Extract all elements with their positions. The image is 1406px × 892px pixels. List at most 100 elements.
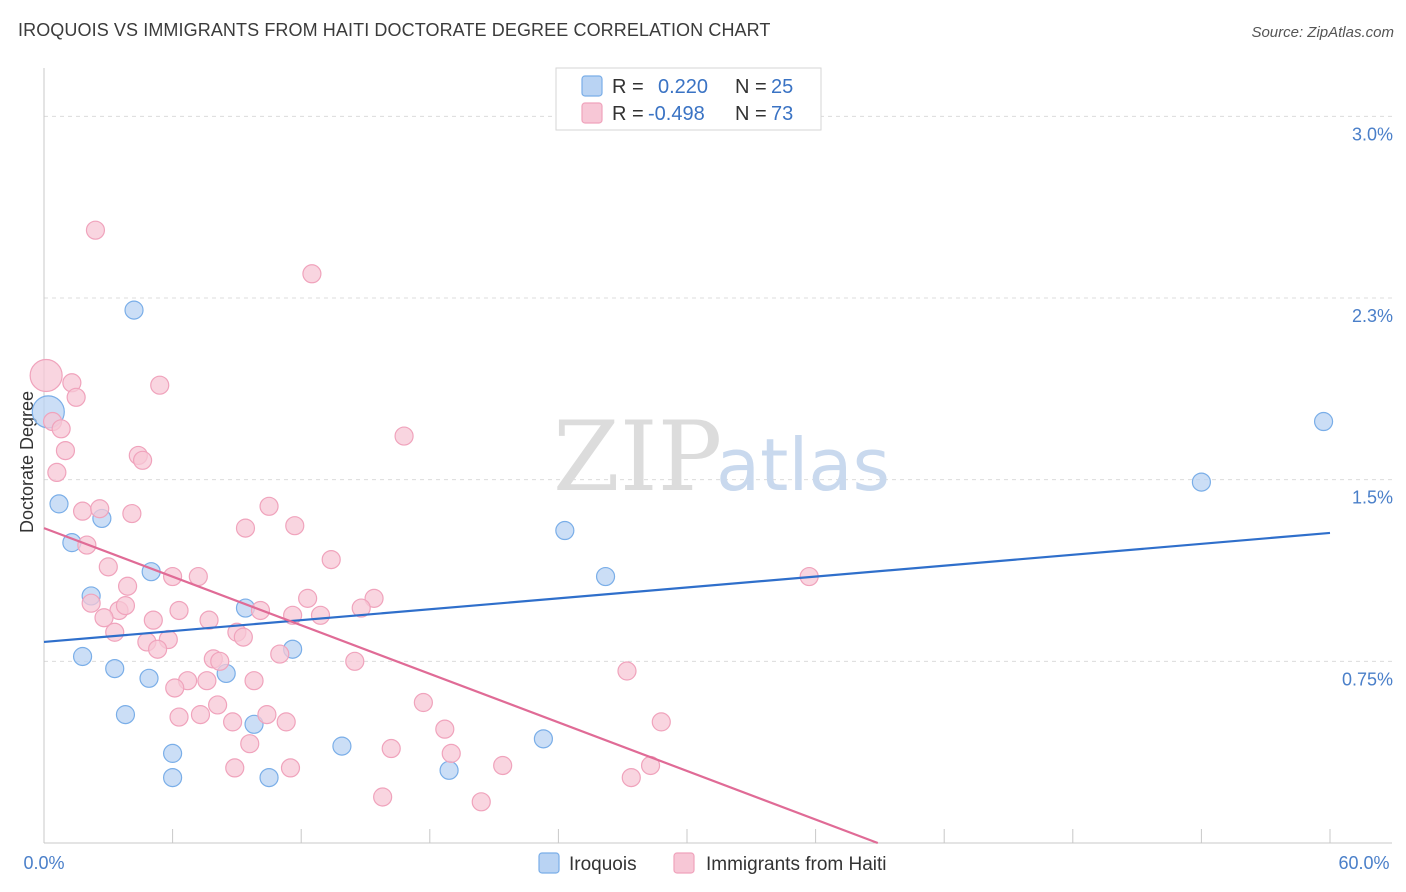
haiti-point-63 <box>225 758 245 778</box>
haiti-point-29 <box>115 596 136 616</box>
iroquois-point-22 <box>595 566 616 587</box>
haiti-point-4 <box>66 387 86 407</box>
haiti-point-67 <box>471 792 491 812</box>
iroquois-point-2 <box>49 494 69 514</box>
iroquois-point-15 <box>163 743 183 763</box>
haiti-point-27 <box>81 593 101 613</box>
haiti-trend-line <box>43 527 879 845</box>
haiti-point-12 <box>394 426 414 446</box>
iroquois-point-13 <box>115 705 136 725</box>
watermark-atlas: atlas <box>716 423 890 507</box>
haiti-point-58 <box>276 712 296 732</box>
haiti-point-21 <box>321 549 341 570</box>
haiti-point-51 <box>165 678 185 698</box>
legend-swatch-haiti <box>581 102 603 124</box>
haiti-point-62 <box>441 743 461 763</box>
legend-swatch-iroquois <box>581 75 603 97</box>
haiti-point-65 <box>493 755 513 776</box>
y-tick-labels: 0.75% 1.5% 2.3% 3.0% <box>1342 124 1393 689</box>
iroquois-point-18 <box>163 767 183 788</box>
haiti-point-16 <box>259 496 279 516</box>
y-tick-label-3: 3.0% <box>1352 124 1393 144</box>
haiti-point-13 <box>72 501 93 521</box>
iroquois-point-23 <box>1191 472 1212 492</box>
y-axis-label: Doctorate Degree <box>17 391 37 533</box>
iroquois-point-17 <box>533 729 553 749</box>
haiti-point-61 <box>381 738 401 759</box>
haiti-point-37 <box>310 605 331 625</box>
chart-source: Source: ZipAtlas.com <box>1251 24 1394 41</box>
haiti-point-70 <box>621 767 641 788</box>
haiti-point-14 <box>90 499 110 519</box>
haiti-point-64 <box>280 758 301 778</box>
iroquois-point-10 <box>105 658 125 679</box>
legend-n-value-1: 25 <box>771 76 793 98</box>
haiti-point-35 <box>199 610 219 630</box>
iroquois-point-24 <box>1313 411 1334 432</box>
legend-n-label-2: N = <box>735 103 767 125</box>
haiti-point-1 <box>85 220 106 240</box>
haiti-point-55 <box>190 705 211 725</box>
haiti-point-34 <box>143 610 163 630</box>
iroquois-point-9 <box>72 646 93 667</box>
iroquois-point-19 <box>259 767 279 788</box>
legend-r-value-2: -0.498 <box>648 103 705 125</box>
haiti-point-11 <box>132 450 153 470</box>
legend-r-label-2: R = <box>612 103 644 125</box>
legend: R = 0.220 N = 25 R = -0.498 N = 73 <box>555 67 822 131</box>
y-tick-label-0: 0.75% <box>1342 669 1393 689</box>
haiti-point-49 <box>197 671 217 691</box>
iroquois-point-14 <box>244 714 264 734</box>
watermark: ZIP atlas <box>553 401 890 513</box>
haiti-point-9 <box>47 462 67 482</box>
haiti-point-56 <box>257 705 277 725</box>
haiti-point-22 <box>117 576 138 596</box>
x-ticks <box>43 829 1331 843</box>
haiti-point-33 <box>94 608 114 628</box>
haiti-point-60 <box>240 734 260 754</box>
haiti-point-20 <box>98 557 118 577</box>
haiti-point-66 <box>373 787 393 807</box>
legend-r-label-1: R = <box>612 76 644 98</box>
haiti-point-17 <box>235 518 256 538</box>
haiti-point-43 <box>147 639 168 659</box>
x-tick-label-min: 0.0% <box>23 853 64 873</box>
bottom-legend-swatch-iroquois <box>538 852 560 874</box>
iroquois-point-20 <box>439 760 459 780</box>
trend-lines <box>43 527 1331 845</box>
haiti-point-46 <box>210 651 230 671</box>
iroquois-point-16 <box>332 736 352 756</box>
bottom-legend-swatch-haiti <box>673 852 695 874</box>
y-tick-label-2: 2.3% <box>1352 306 1393 326</box>
gridlines <box>44 115 1392 662</box>
haiti-point-15 <box>122 503 142 524</box>
haiti-point-50 <box>244 671 264 691</box>
haiti-point-2 <box>302 264 322 284</box>
iroquois-point-11 <box>139 668 159 688</box>
watermark-zip: ZIP <box>553 401 722 513</box>
haiti-point-44 <box>270 644 290 664</box>
haiti-point-5 <box>150 375 170 395</box>
haiti-point-52 <box>208 695 228 715</box>
iroquois-point-1 <box>124 300 144 320</box>
iroquois-trend-line <box>43 531 1331 644</box>
bottom-legend: Iroquois Immigrants from Haiti <box>538 852 887 875</box>
haiti-point-47 <box>345 651 365 671</box>
chart-title: IROQUOIS VS IMMIGRANTS FROM HAITI DOCTOR… <box>18 20 771 40</box>
haiti-point-38 <box>105 622 125 642</box>
iroquois-point-21 <box>555 520 575 541</box>
haiti-point-40 <box>233 627 253 647</box>
legend-n-label-1: N = <box>735 76 767 98</box>
y-tick-label-1: 1.5% <box>1352 488 1393 508</box>
haiti-point-26 <box>364 588 384 608</box>
x-tick-label-max: 60.0% <box>1338 853 1389 873</box>
haiti-point-25 <box>298 588 318 608</box>
data-points <box>29 220 1334 812</box>
bottom-legend-label-iroquois: Iroquois <box>569 854 637 875</box>
haiti-point-69 <box>651 712 671 732</box>
haiti-point-68 <box>617 661 637 681</box>
haiti-point-59 <box>435 719 455 739</box>
haiti-point-57 <box>223 712 243 732</box>
legend-n-value-2: 73 <box>771 103 793 125</box>
